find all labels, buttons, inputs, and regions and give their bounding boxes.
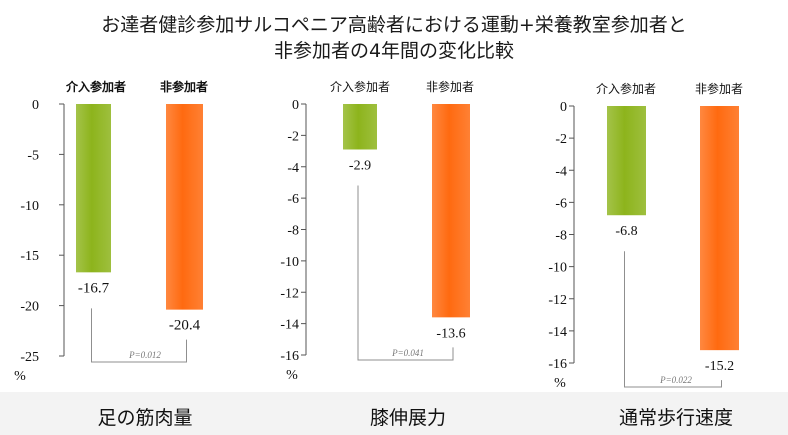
slide-title-line-1: お達者健診参加サルコペニア高齢者における運動+栄養教室参加者と — [101, 14, 687, 36]
chart-1-significance-bracket — [91, 308, 187, 363]
chart-1-y-unit: % — [14, 369, 26, 384]
chart-1-y-tick-label: 0 — [32, 98, 39, 113]
chart-3-y-unit: % — [554, 376, 566, 391]
chart-1-category-label: 介入参加者 — [65, 79, 126, 94]
chart-3-title: 通常歩行速度 — [619, 407, 733, 429]
chart-1-y-tick-label: -15 — [20, 249, 39, 264]
chart-3-y-tick-label: -14 — [548, 325, 567, 340]
chart-2-bar-participant — [343, 104, 377, 150]
chart-1-y-tick-label: -5 — [27, 148, 39, 163]
chart-3-y-tick-label: -4 — [555, 164, 567, 179]
chart-3-category-label: 非参加者 — [695, 81, 743, 96]
chart-2-y-tick-label: -8 — [287, 224, 299, 239]
chart-2-y-tick-label: -6 — [287, 192, 299, 207]
chart-2-y-tick-label: 0 — [292, 98, 299, 113]
chart-2-y-tick-label: -14 — [280, 318, 299, 333]
chart-2-y-tick-label: -12 — [280, 286, 299, 301]
slide-title-line-2: 非参加者の4年間の変化比較 — [273, 40, 515, 62]
chart-1-title: 足の筋肉量 — [97, 407, 192, 429]
chart-2-p-value: P=0.041 — [391, 348, 424, 358]
chart-3-p-value: P=0.022 — [659, 375, 692, 385]
chart-2-y-tick-label: -16 — [280, 349, 299, 364]
chart-1-y-tick-label: -20 — [20, 300, 39, 315]
chart-2-value-label: -2.9 — [349, 158, 371, 173]
chart-1-y-tick-label: -10 — [20, 199, 39, 214]
chart-2-y-tick-label: -2 — [287, 129, 299, 144]
chart-2-value-label: -13.6 — [436, 326, 465, 341]
chart-3-value-label: -6.8 — [615, 224, 637, 239]
chart-1-bar-participant — [76, 104, 111, 273]
chart-1-value-label: -20.4 — [169, 318, 201, 334]
chart-3-y-tick-label: -16 — [548, 357, 567, 372]
chart-3-value-label: -15.2 — [705, 359, 734, 374]
chart-2-category-label: 介入参加者 — [330, 79, 390, 94]
chart-1-value-label: -16.7 — [78, 280, 110, 296]
chart-1-p-value: P=0.012 — [128, 350, 161, 360]
chart-3-y-tick-label: -6 — [555, 196, 567, 211]
chart-2-y-tick-label: -4 — [287, 161, 299, 176]
chart-2-title: 膝伸展力 — [370, 407, 446, 429]
chart-3-y-tick-label: -8 — [555, 229, 567, 244]
chart-2-y-unit: % — [286, 368, 298, 383]
chart-2-bar-non-participant — [432, 104, 470, 318]
chart-1-y-tick-label: -25 — [20, 350, 39, 365]
chart-3-significance-bracket — [624, 251, 722, 388]
chart-3-y-tick-label: -2 — [555, 132, 567, 147]
chart-3-y-tick-label: -12 — [548, 293, 567, 308]
chart-2-y-tick-label: -10 — [280, 255, 299, 270]
chart-3-y-tick-label: -10 — [548, 261, 567, 276]
chart-3-y-tick-label: 0 — [560, 100, 567, 115]
chart-2-category-label: 非参加者 — [426, 79, 474, 94]
chart-3-bar-non-participant — [700, 106, 739, 351]
chart-1-category-label: 非参加者 — [160, 79, 208, 94]
chart-3-bar-participant — [607, 106, 646, 216]
chart-3-category-label: 介入参加者 — [596, 81, 656, 96]
chart-2-significance-bracket — [357, 185, 454, 361]
footer-band — [0, 392, 788, 435]
chart-1-bar-non-participant — [166, 104, 203, 310]
